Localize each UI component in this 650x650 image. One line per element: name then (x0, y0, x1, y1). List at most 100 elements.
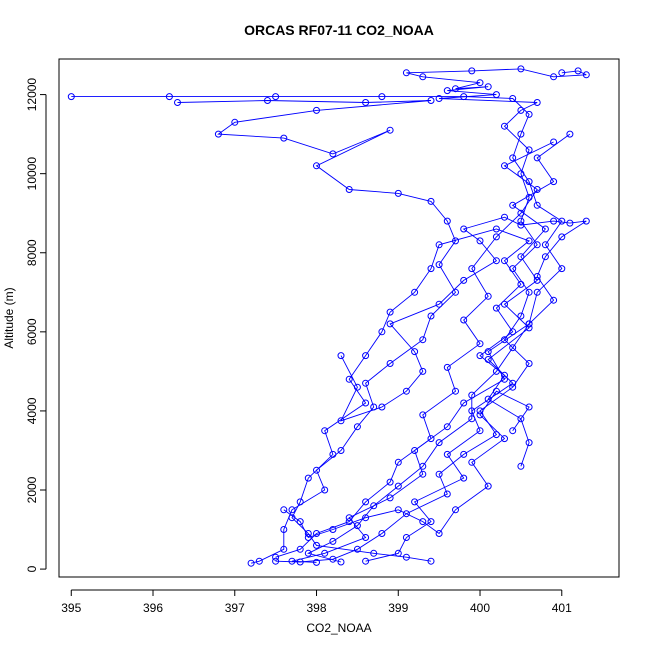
data-point (550, 73, 558, 81)
data-point (313, 558, 320, 566)
data-point (460, 450, 468, 458)
data-point (468, 458, 476, 466)
data-point (541, 253, 549, 261)
data-point (345, 518, 353, 526)
data-point (402, 387, 410, 395)
data-point (313, 106, 320, 114)
data-point (533, 288, 541, 296)
data-point (460, 93, 468, 101)
data-point (272, 93, 280, 101)
data-point (337, 447, 345, 454)
data-point (386, 360, 394, 367)
data-point (419, 411, 427, 419)
data-point (378, 328, 386, 336)
data-point (296, 498, 304, 506)
data-point (476, 352, 484, 360)
data-point (533, 201, 541, 209)
data-point (370, 502, 378, 510)
data-point (484, 292, 492, 300)
data-point (541, 225, 549, 233)
data-point (427, 518, 435, 526)
data-point (427, 97, 435, 104)
data-point (394, 189, 402, 197)
series-line (275, 141, 554, 558)
data-point (492, 304, 500, 312)
data-point (419, 518, 427, 526)
data-point (443, 423, 451, 431)
data-point (362, 534, 370, 541)
data-point (525, 360, 533, 367)
data-point (67, 93, 75, 101)
data-point (582, 217, 590, 225)
data-point (517, 65, 525, 73)
series-line (291, 228, 531, 562)
data-point (313, 541, 320, 549)
data-point (280, 526, 288, 533)
data-point (304, 534, 312, 541)
data-point (353, 522, 361, 530)
data-point (558, 69, 566, 77)
x-tick-label: 395 (61, 601, 81, 615)
data-point (501, 162, 508, 170)
data-point (501, 213, 508, 221)
data-point (533, 154, 541, 162)
data-point (484, 83, 492, 91)
data-point (443, 217, 451, 225)
data-point (566, 219, 574, 227)
data-point (362, 379, 370, 387)
data-point (492, 387, 500, 395)
data-point (566, 130, 574, 138)
data-point (427, 265, 435, 273)
data-point (525, 146, 533, 154)
data-point (468, 67, 476, 75)
data-point (402, 69, 410, 77)
data-point (517, 106, 525, 114)
data-point (525, 403, 533, 411)
data-point (394, 506, 402, 514)
series-line (71, 96, 563, 563)
data-point (460, 276, 468, 284)
data-point (304, 530, 312, 537)
data-point (329, 537, 337, 545)
data-point (550, 217, 558, 225)
data-point (476, 411, 484, 419)
data-point (509, 427, 517, 435)
data-point (272, 557, 280, 565)
data-point (288, 557, 296, 565)
data-point (435, 439, 443, 447)
data-point (419, 367, 427, 375)
data-point (550, 178, 558, 186)
data-point (329, 526, 337, 533)
data-point (419, 336, 427, 344)
series-line (283, 390, 530, 539)
data-point (452, 288, 459, 296)
data-point (362, 352, 370, 360)
x-tick-label: 400 (470, 601, 490, 615)
data-point (427, 312, 435, 320)
data-point (231, 118, 239, 126)
data-point (533, 241, 541, 249)
data-point (435, 300, 443, 308)
data-point (419, 73, 427, 81)
data-point (345, 375, 353, 383)
data-point (492, 233, 500, 241)
data-point (517, 280, 525, 288)
y-tick-label: 6000 (25, 318, 39, 345)
y-tick-label: 8000 (25, 239, 39, 266)
data-point (525, 237, 533, 245)
data-point (517, 217, 525, 225)
data-point (517, 415, 525, 423)
y-tick-label: 4000 (25, 397, 39, 424)
data-point (402, 510, 410, 518)
data-point (468, 407, 476, 415)
data-point (353, 545, 361, 553)
data-point (468, 391, 476, 399)
data-point (362, 399, 370, 407)
data-point (484, 482, 492, 490)
data-point (517, 130, 525, 138)
chart-title: ORCAS RF07-11 CO2_NOAA (244, 22, 434, 38)
data-point (362, 498, 370, 506)
data-point (296, 518, 304, 526)
data-point (280, 506, 288, 514)
data-point (558, 217, 566, 225)
